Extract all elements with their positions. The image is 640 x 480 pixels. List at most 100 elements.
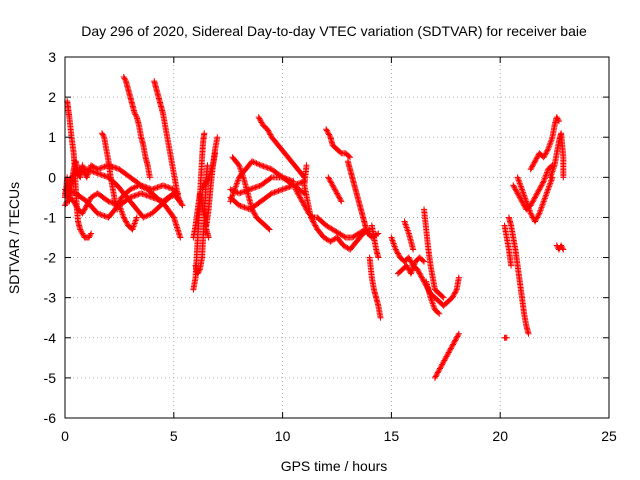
data-point — [293, 187, 300, 194]
data-point — [138, 190, 145, 197]
data-point — [530, 197, 537, 204]
data-point — [68, 188, 75, 195]
data-point — [417, 271, 424, 278]
data-point — [299, 198, 306, 205]
data-point — [447, 345, 454, 352]
data-point — [267, 191, 274, 198]
data-point — [205, 234, 212, 241]
data-point — [529, 198, 536, 205]
data-point — [282, 185, 289, 192]
data-point — [132, 111, 139, 118]
data-point — [85, 234, 92, 241]
data-point — [440, 294, 447, 301]
data-point — [199, 186, 206, 193]
data-point — [510, 182, 517, 189]
data-point — [534, 154, 541, 161]
data-point — [67, 188, 74, 195]
data-point — [257, 116, 264, 123]
x-tick-label: 0 — [61, 428, 69, 444]
data-point — [332, 187, 339, 194]
data-point — [133, 214, 140, 221]
data-point — [533, 155, 540, 162]
data-point — [452, 337, 459, 344]
data-point — [543, 148, 550, 155]
data-point — [539, 181, 546, 188]
data-point — [135, 182, 142, 189]
data-point — [419, 257, 426, 264]
data-point — [241, 204, 248, 211]
data-point — [345, 153, 352, 160]
data-point — [337, 149, 344, 156]
data-point — [120, 214, 127, 221]
data-point — [445, 349, 452, 356]
data-point — [529, 199, 536, 206]
data-point — [431, 374, 438, 381]
data-point — [86, 167, 93, 174]
data-point — [331, 185, 338, 192]
data-point — [200, 183, 207, 190]
data-point — [295, 191, 302, 198]
data-point — [405, 266, 412, 273]
data-point — [529, 163, 536, 170]
data-point — [327, 178, 334, 185]
data-point — [82, 205, 89, 212]
data-point — [268, 190, 275, 197]
data-point — [442, 356, 449, 363]
data-point — [451, 338, 458, 345]
data-point — [196, 267, 203, 274]
data-point — [553, 114, 560, 121]
data-point — [441, 357, 448, 364]
data-point — [260, 163, 267, 170]
data-point — [199, 185, 206, 192]
data-point — [144, 192, 151, 199]
data-point — [140, 191, 147, 198]
data-point — [375, 230, 382, 237]
data-point — [81, 206, 88, 213]
data-point — [452, 336, 459, 343]
data-point — [227, 186, 234, 193]
data-point — [170, 192, 177, 199]
x-tick-label: 15 — [384, 428, 400, 444]
data-point — [165, 184, 172, 191]
data-point — [101, 212, 108, 219]
data-point — [310, 219, 317, 226]
data-point — [122, 218, 129, 225]
data-point — [512, 186, 519, 193]
data-point — [100, 172, 107, 179]
data-point — [534, 214, 541, 221]
data-point — [266, 226, 273, 233]
data-point — [96, 210, 102, 217]
data-point — [143, 192, 150, 199]
data-point — [64, 187, 71, 194]
data-point — [325, 174, 332, 181]
data-point — [201, 130, 208, 137]
data-point — [100, 164, 107, 171]
data-point — [449, 294, 456, 301]
data-point — [454, 333, 461, 340]
data-point — [393, 247, 400, 254]
data-point — [451, 290, 458, 297]
data-point — [85, 166, 92, 173]
data-point — [256, 182, 263, 189]
data-point — [375, 254, 382, 261]
data-point — [326, 177, 333, 184]
data-point — [265, 225, 272, 232]
x-tick-label: 5 — [170, 428, 178, 444]
data-point — [131, 192, 138, 199]
data-point — [439, 293, 446, 300]
data-point — [443, 353, 450, 360]
data-point — [105, 198, 112, 205]
data-point — [117, 197, 124, 204]
data-point — [528, 164, 535, 171]
data-point — [450, 291, 457, 298]
data-point — [228, 187, 235, 194]
data-point — [102, 163, 109, 170]
data-point — [444, 352, 451, 359]
data-point — [521, 202, 528, 209]
data-point — [280, 185, 287, 192]
data-point — [442, 354, 449, 361]
data-point — [230, 187, 237, 194]
data-point — [278, 186, 285, 193]
data-point — [323, 127, 330, 134]
data-point — [257, 118, 264, 125]
